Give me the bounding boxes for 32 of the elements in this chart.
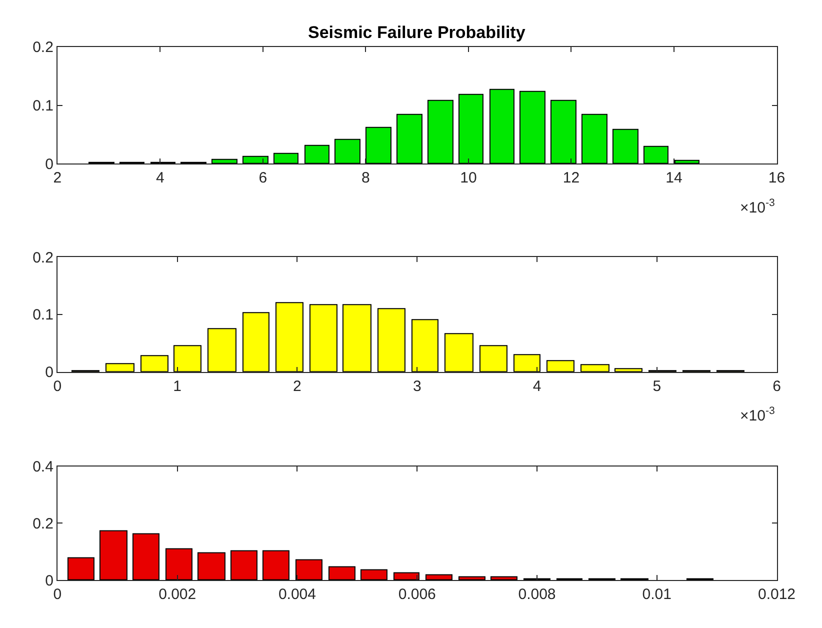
x-tick-label: 0.012	[758, 586, 796, 604]
x-tick-label: 5	[652, 378, 662, 395]
x-tick-label: 0.006	[398, 586, 436, 604]
y-tick-label: 0.1	[32, 98, 54, 115]
x-tick-label: 2	[53, 170, 62, 187]
x-tick-label: 0.008	[518, 586, 556, 604]
x-tick-label: 8	[362, 170, 370, 187]
y-tick-label: 0	[45, 156, 54, 173]
x-tick-label: 4	[156, 170, 164, 187]
x-tick-label: 0.004	[278, 586, 316, 604]
x-tick-label: 10	[460, 170, 477, 187]
x-tick-label: 2	[293, 378, 302, 395]
text: ×10$^{-3}$	[740, 197, 775, 216]
x-tick-label: 0.002	[158, 586, 196, 604]
x-tick-label: 0.01	[642, 586, 672, 604]
text: ×10$^{-3}$	[740, 405, 775, 424]
x-tick-label: 4	[532, 378, 542, 395]
x-tick-label: 12	[562, 170, 580, 187]
y-tick-label: 0.2	[32, 515, 54, 532]
y-tick-label: 0	[45, 364, 54, 382]
y-tick-label: 0	[45, 572, 54, 590]
x-tick-label: 1	[173, 378, 182, 395]
x-tick-label: 6	[772, 378, 781, 395]
chart-title: Seismic Failure Probability	[308, 23, 526, 42]
x-tick-label: 3	[412, 378, 422, 395]
x-tick-label: 16	[768, 170, 786, 187]
x-tick-label: 14	[666, 170, 682, 187]
y-tick-label: 0.2	[32, 39, 54, 56]
y-tick-label: 0.4	[32, 458, 54, 476]
y-tick-label: 0.1	[32, 306, 54, 324]
y-tick-label: 0.2	[32, 249, 54, 266]
x-tick-label: 6	[258, 170, 268, 187]
